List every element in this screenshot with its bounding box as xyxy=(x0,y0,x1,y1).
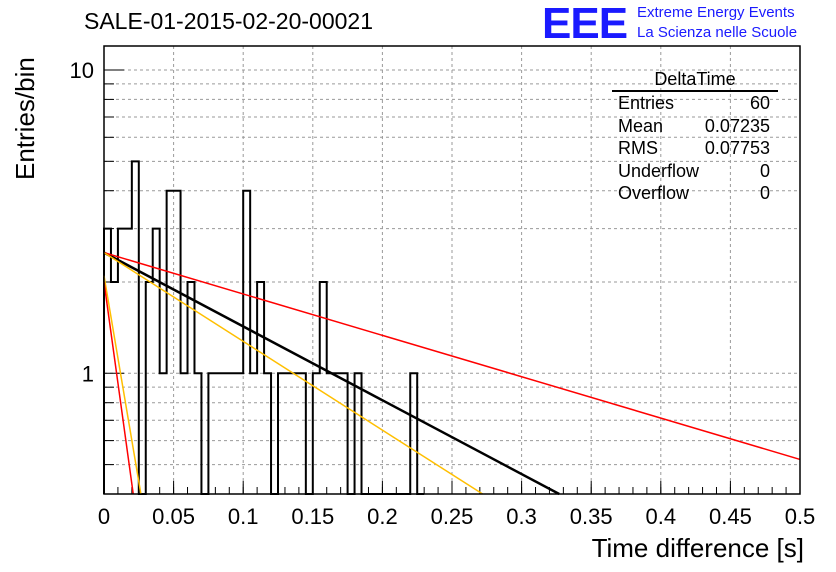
x-axis-label: Time difference [s] xyxy=(591,533,804,563)
x-tick-label: 0.05 xyxy=(152,504,195,529)
y-tick-label: 10 xyxy=(70,58,94,83)
stats-row-mean: Mean 0.07235 xyxy=(612,115,778,138)
stats-box: DeltaTime Entries 60 Mean 0.07235 RMS 0.… xyxy=(612,68,778,205)
fit-line xyxy=(103,251,801,461)
stats-value: 60 xyxy=(749,93,770,113)
x-tick-labels: 0 0.05 0.1 0.15 0.2 0.25 0.3 0.35 0.4 0.45 0.5 xyxy=(98,504,815,529)
y-tick-label: 1 xyxy=(82,361,94,386)
logo-line-1: Extreme Energy Events xyxy=(637,4,795,21)
stats-label: Entries xyxy=(618,93,675,113)
x-tick-label: 0.4 xyxy=(646,504,677,529)
grid-lines xyxy=(104,46,800,495)
stats-value: 0.07753 xyxy=(704,138,770,158)
x-tick-label: 0.3 xyxy=(506,504,537,529)
plot-frame xyxy=(103,45,801,495)
x-tick-label: 0.1 xyxy=(228,504,259,529)
stats-row-underflow: Underflow 0 xyxy=(612,160,778,183)
histogram-bars xyxy=(103,160,425,495)
stats-value: 0 xyxy=(759,183,770,203)
chart-title: SALE-01-2015-02-20-00021 xyxy=(84,8,373,34)
stats-row-rms: RMS 0.07753 xyxy=(612,137,778,160)
x-tick-label: 0.35 xyxy=(570,504,613,529)
stats-row-entries: Entries 60 xyxy=(612,92,778,115)
fit-lines xyxy=(103,251,801,496)
x-tick-label: 0.15 xyxy=(291,504,334,529)
stats-row-overflow: Overflow 0 xyxy=(612,182,778,205)
stats-value: 0 xyxy=(759,160,770,181)
stats-label: Overflow xyxy=(618,183,690,203)
eee-logo: EEE xyxy=(542,0,628,48)
histogram-outline xyxy=(103,160,425,495)
stats-value: 0.07235 xyxy=(704,115,770,136)
fit-line xyxy=(103,251,560,496)
x-tick-label: 0.25 xyxy=(431,504,474,529)
y-axis-label: Entries/bin xyxy=(10,57,40,180)
stats-label: Underflow xyxy=(618,160,700,181)
y-tick-labels: 1 10 xyxy=(70,58,94,386)
x-tick-label: 0.2 xyxy=(367,504,398,529)
stats-title: DeltaTime xyxy=(612,68,778,92)
x-tick-label: 0.5 xyxy=(785,504,816,529)
fit-line xyxy=(103,251,484,495)
stats-label: Mean xyxy=(618,115,664,136)
x-tick-label: 0 xyxy=(98,504,110,529)
fit-line xyxy=(103,281,134,495)
x-tick-label: 0.45 xyxy=(709,504,752,529)
logo-line-2: La Scienza nelle Scuole xyxy=(637,24,798,41)
stats-label: RMS xyxy=(618,138,658,158)
fit-line xyxy=(103,275,142,495)
